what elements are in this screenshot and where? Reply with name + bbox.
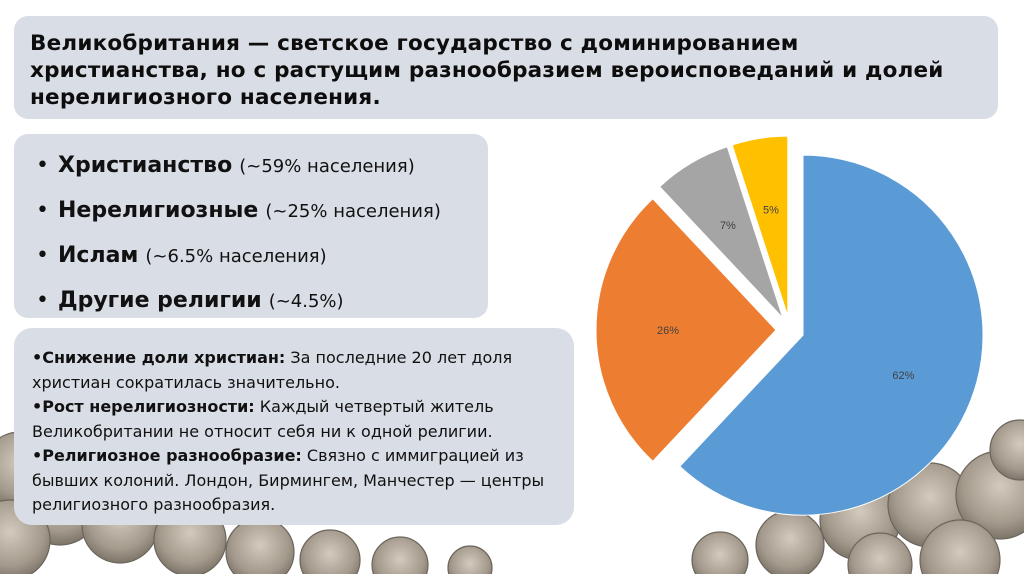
note-heading: •Религиозное разнообразие: (32, 446, 302, 465)
religion-share: (~6.5% населения) (145, 246, 327, 267)
note-text: За последние 20 лет доля христиан сократ… (32, 348, 513, 392)
pie-slice-1 (595, 198, 777, 462)
list-item: • Нерелигиозные (~25% населения) (36, 189, 488, 234)
bullet: • (36, 243, 49, 268)
religion-summary-panel: • Христианство (~59% населения) • Нерелиги… (14, 134, 488, 318)
pie-label-1: 26% (657, 325, 679, 337)
religion-share: (~4.5%) (268, 291, 344, 312)
list-item: • Ислам (~6.5% населения) (36, 234, 488, 279)
pie-slice-0 (679, 154, 984, 516)
religion-pie-chart: 62% 26% 7% 5% (595, 135, 984, 516)
list-item: • Другие религии (~4.5%) (36, 279, 488, 324)
slide-title: Великобритания — светское государство с … (30, 31, 944, 110)
religion-name: Другие религии (58, 288, 262, 313)
pie-label-2: 7% (720, 220, 736, 232)
pie-slice-3 (731, 135, 789, 317)
religion-share: (~25% населения) (265, 201, 441, 222)
religion-name: Христианство (58, 153, 233, 178)
note-heading: •Снижение доли христиан: (32, 348, 286, 367)
title-panel: Великобритания — светское государство с … (14, 16, 998, 119)
note-item: •Религиозное разнообразие: Связно с имми… (32, 444, 564, 518)
note-heading: •Рост нерелигиозности: (32, 397, 255, 416)
religion-name: Ислам (58, 243, 139, 268)
pie-label-0: 62% (892, 370, 914, 382)
religion-share: (~59% населения) (239, 156, 415, 177)
list-item: • Христианство (~59% населения) (36, 144, 488, 189)
bullet: • (36, 153, 49, 178)
pie-slice-2 (658, 146, 784, 319)
bullet: • (36, 288, 49, 313)
notes-panel: •Снижение доли христиан: За последние 20… (14, 328, 574, 525)
note-item: •Снижение доли христиан: За последние 20… (32, 346, 564, 395)
bullet: • (36, 198, 49, 223)
note-text: Связно с иммиграцией из бывших колоний. … (32, 446, 545, 514)
note-item: •Рост нерелигиозности: Каждый четвертый … (32, 395, 564, 444)
pie-label-3: 5% (763, 205, 779, 217)
note-text: Каждый четвертый житель Великобритании н… (32, 397, 494, 441)
religion-summary-list: • Христианство (~59% населения) • Нерелиги… (36, 144, 488, 324)
religion-name: Нерелигиозные (58, 198, 259, 223)
